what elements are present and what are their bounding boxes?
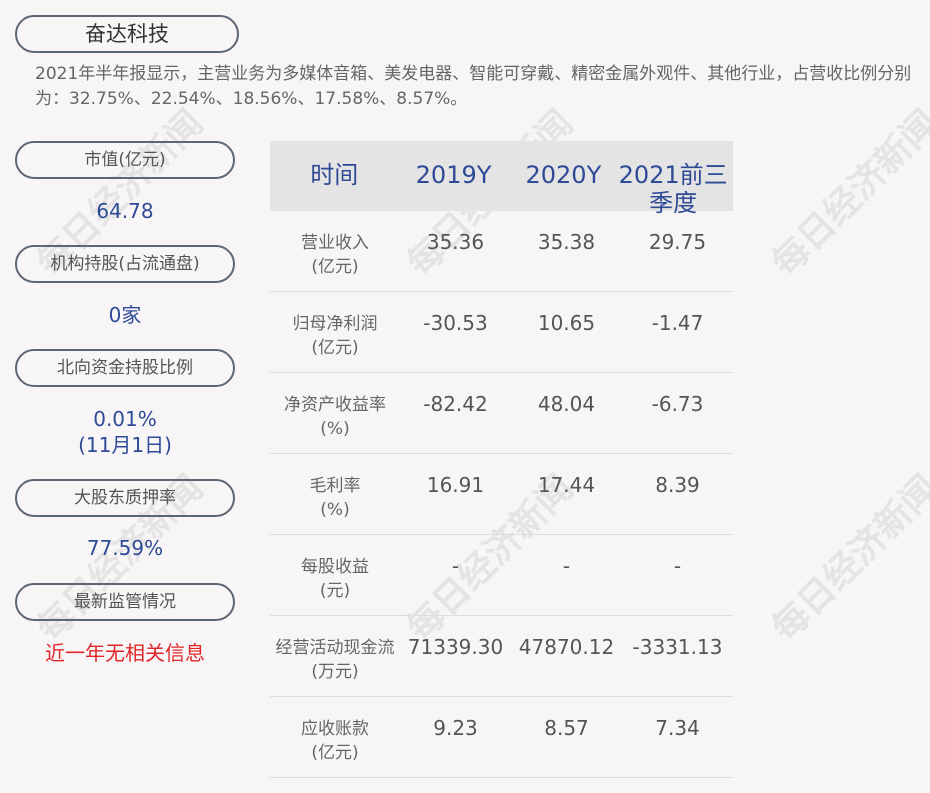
metric-name: 应收账款 bbox=[301, 719, 369, 739]
table-row: 营业收入 (亿元) 35.36 35.38 29.75 bbox=[270, 211, 733, 292]
cell-value: -30.53 bbox=[423, 311, 488, 335]
cell-value: 8.57 bbox=[544, 716, 589, 740]
cell-value: 16.91 bbox=[426, 473, 485, 497]
cell-value: 29.75 bbox=[648, 230, 707, 254]
cell-value: -6.73 bbox=[651, 392, 704, 416]
metric-name: 毛利率 bbox=[309, 476, 361, 496]
cell-value: 35.38 bbox=[537, 230, 596, 254]
table-row: 净资产收益率 (%) -82.42 48.04 -6.73 bbox=[270, 373, 733, 454]
row-label: 每股收益 (元) bbox=[270, 535, 400, 615]
cell-value: - bbox=[451, 554, 460, 578]
cell-value: 17.44 bbox=[537, 473, 596, 497]
table-row: 归母净利润 (亿元) -30.53 10.65 -1.47 bbox=[270, 292, 733, 373]
cell-value: - bbox=[673, 554, 682, 578]
metric-unit: (亿元) bbox=[311, 743, 359, 763]
pledge-rate-value: 77.59% bbox=[86, 536, 164, 560]
regulatory-label: 最新监管情况 bbox=[15, 583, 235, 621]
metric-name: 经营活动现金流 bbox=[275, 638, 395, 658]
institutional-holding-value: 0家 bbox=[108, 303, 142, 327]
cell-value: 71339.30 bbox=[407, 635, 504, 659]
business-description: 2021年半年报显示，主营业务为多媒体音箱、美发电器、智能可穿戴、精密金属外观件… bbox=[35, 64, 912, 109]
cell-value: 8.39 bbox=[655, 473, 700, 497]
table-row: 每股收益 (元) - - - bbox=[270, 535, 733, 616]
row-label: 净资产收益率 (%) bbox=[270, 373, 400, 453]
cell-value: 35.36 bbox=[426, 230, 485, 254]
institutional-holding-label: 机构持股(占流通盘) bbox=[15, 245, 235, 283]
metric-unit: (亿元) bbox=[311, 338, 359, 358]
table-row: 毛利率 (%) 16.91 17.44 8.39 bbox=[270, 454, 733, 535]
cell-value: 7.34 bbox=[655, 716, 700, 740]
watermark: 每日经济新闻 bbox=[763, 466, 930, 650]
cell-value: - bbox=[562, 554, 571, 578]
northbound-label: 北向资金持股比例 bbox=[15, 349, 235, 387]
table-header: 时间 2019Y 2020Y 2021前三季度 bbox=[270, 141, 733, 217]
pledge-rate-label: 大股东质押率 bbox=[15, 479, 235, 517]
metric-unit: (%) bbox=[320, 419, 350, 439]
market-cap-value: 64.78 bbox=[96, 199, 154, 223]
header-time: 时间 bbox=[310, 161, 359, 189]
table-row: 应收账款 (亿元) 9.23 8.57 7.34 bbox=[270, 697, 733, 778]
regulatory-value: 近一年无相关信息 bbox=[45, 641, 205, 665]
cell-value: -1.47 bbox=[651, 311, 704, 335]
metric-unit: (亿元) bbox=[311, 257, 359, 277]
metric-name: 归母净利润 bbox=[292, 314, 378, 334]
cell-value: 9.23 bbox=[433, 716, 478, 740]
northbound-date: (11月1日) bbox=[78, 433, 172, 457]
cell-value: 47870.12 bbox=[518, 635, 615, 659]
metric-name: 营业收入 bbox=[301, 233, 369, 253]
row-label: 应收账款 (亿元) bbox=[270, 697, 400, 777]
watermark: 每日经济新闻 bbox=[763, 101, 930, 285]
metric-unit: (%) bbox=[320, 500, 350, 520]
row-label: 毛利率 (%) bbox=[270, 454, 400, 534]
row-label: 营业收入 (亿元) bbox=[270, 211, 400, 291]
cell-value: 48.04 bbox=[537, 392, 596, 416]
metric-name: 每股收益 bbox=[301, 557, 369, 577]
metric-unit: (元) bbox=[319, 581, 351, 601]
company-name: 奋达科技 bbox=[15, 15, 239, 53]
market-cap-label: 市值(亿元) bbox=[15, 141, 235, 179]
table-row: 经营活动现金流 (万元) 71339.30 47870.12 -3331.13 bbox=[270, 616, 733, 697]
cell-value: 10.65 bbox=[537, 311, 596, 335]
metric-name: 净资产收益率 bbox=[284, 395, 386, 415]
cell-value: -82.42 bbox=[423, 392, 488, 416]
cell-value: -3331.13 bbox=[632, 635, 723, 659]
metric-unit: (万元) bbox=[311, 662, 359, 682]
header-2019: 2019Y bbox=[415, 161, 492, 189]
financial-table: 时间 2019Y 2020Y 2021前三季度 营业收入 (亿元) 35.36 35.… bbox=[270, 141, 733, 778]
northbound-value: 0.01% bbox=[93, 407, 157, 431]
header-2020: 2020Y bbox=[525, 161, 602, 189]
row-label: 归母净利润 (亿元) bbox=[270, 292, 400, 372]
row-label: 经营活动现金流 (万元) bbox=[270, 616, 400, 696]
header-2021q3: 2021前三季度 bbox=[618, 161, 728, 217]
